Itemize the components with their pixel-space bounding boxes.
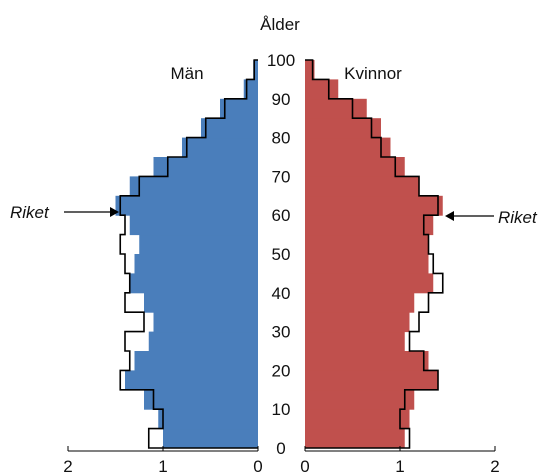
bar-women-70: [305, 157, 405, 177]
age-tick-label: 100: [267, 51, 295, 70]
bar-men-85: [220, 98, 258, 119]
bar-men-10: [144, 389, 258, 410]
bar-men-45: [134, 254, 258, 274]
bar-women-55: [305, 215, 434, 236]
age-tick-label: 20: [272, 361, 291, 380]
bar-women-20: [305, 351, 429, 371]
bar-women-85: [305, 98, 367, 119]
x-tick-label-left: 0: [253, 457, 262, 475]
age-tick-label: 80: [272, 129, 291, 148]
reference-lines-group: [119, 59, 444, 449]
age-ticks-group: 0 10 20 30 40 50 60 70 80 90 100: [267, 51, 295, 458]
reference-line-men: [119, 59, 258, 449]
bar-men-25: [148, 331, 258, 352]
riket-label-right: Riket: [498, 208, 538, 227]
x-axis-left: 2 1 0: [63, 446, 263, 475]
x-tick-label-left: 1: [158, 457, 167, 475]
bar-women-15: [305, 370, 438, 391]
riket-label-left: Riket: [10, 203, 50, 222]
x-tick-label-left: 2: [63, 457, 72, 475]
bar-women-10: [305, 389, 415, 410]
x-tick-label-right: 2: [490, 457, 499, 475]
bar-women-30: [305, 312, 410, 333]
bar-men-15: [125, 370, 258, 391]
bar-women-35: [305, 292, 415, 313]
bar-men-40: [129, 273, 258, 294]
bar-women-95: [305, 60, 315, 80]
x-tick-label-right: 0: [300, 457, 309, 475]
age-tick-label: 30: [272, 323, 291, 342]
bar-men-65: [129, 176, 258, 197]
bar-men-80: [201, 118, 258, 139]
bar-men-95: [253, 60, 258, 80]
bar-men-70: [153, 157, 258, 177]
riket-arrow-right-head: [445, 211, 454, 221]
bar-women-50: [305, 234, 429, 255]
bar-women-0: [305, 428, 405, 449]
men-heading: Män: [170, 64, 203, 83]
bar-women-5: [305, 409, 410, 430]
bar-men-5: [158, 409, 258, 430]
reference-line-women: [305, 59, 444, 449]
women-bars-group: [305, 60, 443, 449]
bar-women-90: [305, 79, 339, 100]
bar-men-55: [129, 215, 258, 236]
age-tick-label: 70: [272, 167, 291, 186]
riket-arrow-left-head: [110, 207, 119, 217]
age-tick-label: 90: [272, 90, 291, 109]
x-axis-right: 0 1 2: [300, 446, 500, 475]
men-bars-group: [115, 60, 258, 449]
bar-women-80: [305, 118, 381, 139]
age-tick-label: 10: [272, 400, 291, 419]
bar-women-65: [305, 176, 419, 197]
bar-men-0: [163, 428, 258, 449]
bar-men-30: [153, 312, 258, 333]
bar-men-20: [134, 351, 258, 371]
age-tick-label: 0: [276, 439, 285, 458]
age-axis-title: Ålder: [260, 15, 300, 34]
bar-men-50: [139, 234, 258, 255]
bar-men-60: [115, 195, 258, 216]
bar-men-75: [182, 137, 258, 158]
riket-annotation-right: Riket: [445, 208, 538, 227]
bar-women-40: [305, 273, 434, 294]
bar-women-75: [305, 137, 391, 158]
age-tick-label: 50: [272, 245, 291, 264]
bar-women-45: [305, 254, 429, 274]
bar-women-60: [305, 195, 443, 216]
age-tick-label: 60: [272, 206, 291, 225]
bar-women-25: [305, 331, 405, 352]
age-tick-label: 40: [272, 284, 291, 303]
bar-men-35: [144, 292, 258, 313]
women-heading: Kvinnor: [344, 64, 402, 83]
x-tick-label-right: 1: [395, 457, 404, 475]
riket-annotation-left: Riket: [10, 203, 119, 222]
